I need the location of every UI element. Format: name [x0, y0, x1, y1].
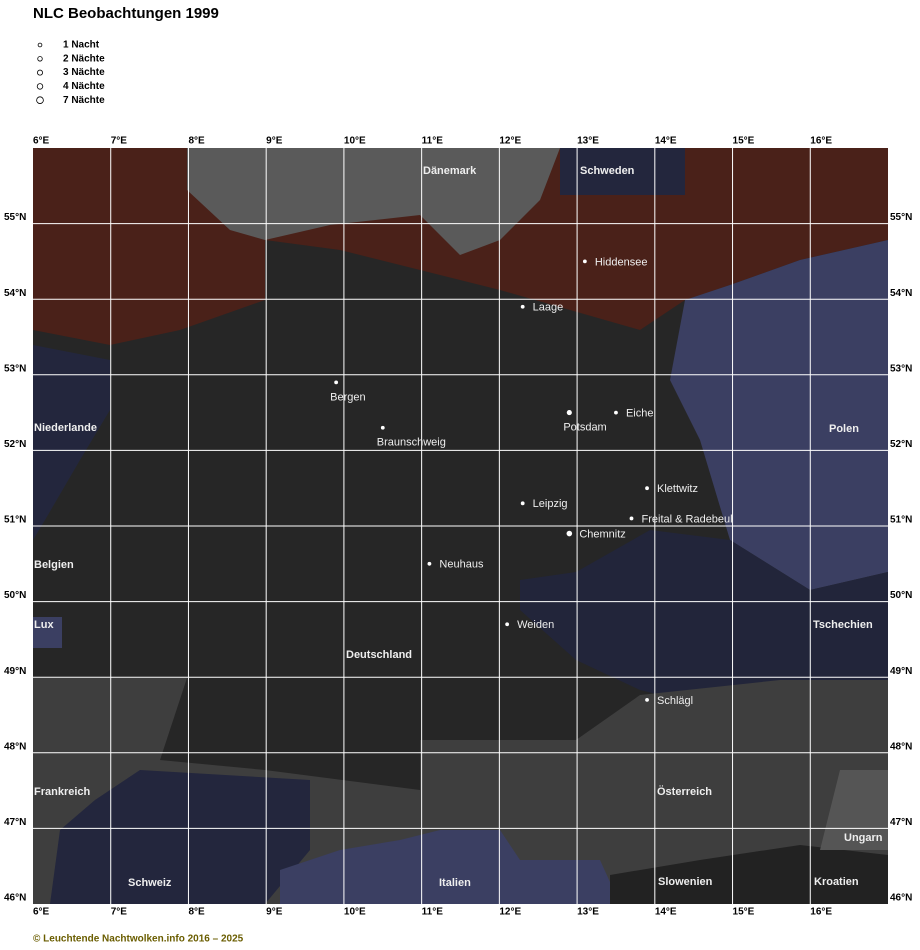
country-label: Österreich [657, 785, 712, 798]
legend-marker [37, 69, 43, 76]
y-tick-label: 46°N [4, 893, 26, 904]
station-label: Hiddensee [595, 256, 648, 268]
y-tick-label: 51°N [4, 515, 26, 526]
station-marker [645, 697, 649, 702]
y-tick-label: 53°N [4, 363, 26, 374]
x-tick-label: 7°E [111, 907, 128, 918]
y-tick-label: 48°N [4, 741, 26, 752]
station-label: Braunschweig [377, 437, 446, 449]
x-tick-label: 10°E [344, 136, 366, 147]
station-label: Bergen [330, 391, 365, 403]
x-tick-label: 16°E [810, 907, 832, 918]
country-label: Niederlande [34, 422, 97, 434]
station-marker [582, 259, 587, 264]
station-label: Neuhaus [439, 559, 484, 571]
legend-marker [37, 42, 43, 48]
x-tick-label: 6°E [33, 136, 50, 147]
x-tick-label: 6°E [33, 907, 50, 918]
legend-label: 2 Nächte [63, 53, 105, 64]
x-tick-label: 13°E [577, 136, 599, 147]
country-label: Slowenien [658, 876, 713, 888]
y-tick-label: 54°N [890, 288, 912, 299]
y-tick-label: 49°N [4, 666, 26, 677]
map-title: NLC Beobachtungen 1999 [33, 5, 219, 22]
legend-label: 1 Nacht [63, 40, 100, 51]
x-tick-label: 8°E [188, 136, 205, 147]
country-label: Belgien [34, 559, 74, 571]
station-marker [427, 561, 432, 566]
country-label: Kroatien [814, 876, 859, 888]
legend-label: 4 Nächte [63, 81, 105, 92]
station-label: Freital & Radebeul [642, 513, 733, 525]
y-tick-label: 53°N [890, 363, 912, 374]
x-tick-label: 11°E [422, 907, 444, 918]
x-tick-label: 14°E [655, 136, 677, 147]
legend-marker [37, 56, 43, 62]
station-marker [520, 304, 525, 309]
station-label: Eiche [626, 408, 654, 420]
legend-marker [36, 83, 44, 90]
x-tick-label: 9°E [266, 136, 283, 147]
y-tick-label: 55°N [4, 212, 26, 223]
map-background [33, 148, 888, 904]
country-label: Deutschland [346, 649, 412, 661]
country-label: Ungarn [844, 832, 883, 844]
station-label: Weiden [517, 619, 554, 631]
x-tick-label: 11°E [422, 136, 444, 147]
legend-label: 3 Nächte [63, 67, 105, 78]
country-label: Schweden [580, 165, 635, 177]
x-tick-label: 12°E [499, 136, 521, 147]
country-label: Tschechien [813, 619, 873, 631]
y-tick-label: 54°N [4, 288, 26, 299]
station-label: Schlägl [657, 695, 693, 707]
station-marker [645, 486, 649, 491]
legend-label: 7 Nächte [63, 95, 105, 106]
country-label: Dänemark [423, 165, 477, 177]
x-tick-label: 15°E [733, 136, 755, 147]
station-label: Potsdam [563, 422, 606, 434]
x-tick-label: 12°E [499, 907, 521, 918]
x-tick-label: 16°E [810, 136, 832, 147]
y-tick-label: 51°N [890, 515, 912, 526]
x-tick-label: 10°E [344, 907, 366, 918]
y-tick-label: 55°N [890, 212, 912, 223]
station-label: Klettwitz [657, 483, 698, 495]
legend-marker [36, 96, 44, 104]
y-tick-label: 46°N [890, 893, 912, 904]
footer: © Leuchtende Nachtwolken.info 2016 – 202… [33, 934, 244, 945]
country-label: Italien [439, 877, 471, 889]
y-tick-label: 49°N [890, 666, 912, 677]
station-label: Leipzig [533, 498, 568, 510]
x-tick-label: 9°E [266, 907, 283, 918]
x-tick-label: 8°E [188, 907, 205, 918]
y-tick-label: 50°N [4, 590, 26, 601]
y-tick-label: 50°N [890, 590, 912, 601]
y-tick-label: 47°N [4, 817, 26, 828]
station-marker [505, 622, 510, 627]
y-tick-label: 47°N [890, 817, 912, 828]
country-label: Schweiz [128, 877, 172, 889]
x-tick-label: 13°E [577, 907, 599, 918]
station-label: Chemnitz [579, 528, 625, 540]
station-marker [614, 410, 618, 415]
x-tick-label: 14°E [655, 907, 677, 918]
country-label: Frankreich [34, 786, 91, 798]
x-tick-label: 7°E [111, 136, 128, 147]
station-marker [520, 501, 525, 506]
station-marker [334, 380, 339, 385]
station-marker [566, 410, 572, 416]
station-marker [566, 530, 573, 537]
y-tick-label: 52°N [4, 439, 26, 450]
y-tick-label: 48°N [890, 741, 912, 752]
country-label: Lux [34, 619, 54, 631]
country-label: Polen [829, 423, 859, 435]
x-tick-label: 15°E [733, 907, 755, 918]
station-label: Laage [533, 302, 564, 314]
station-marker [380, 425, 385, 430]
station-marker [629, 516, 634, 521]
y-tick-label: 52°N [890, 439, 912, 450]
